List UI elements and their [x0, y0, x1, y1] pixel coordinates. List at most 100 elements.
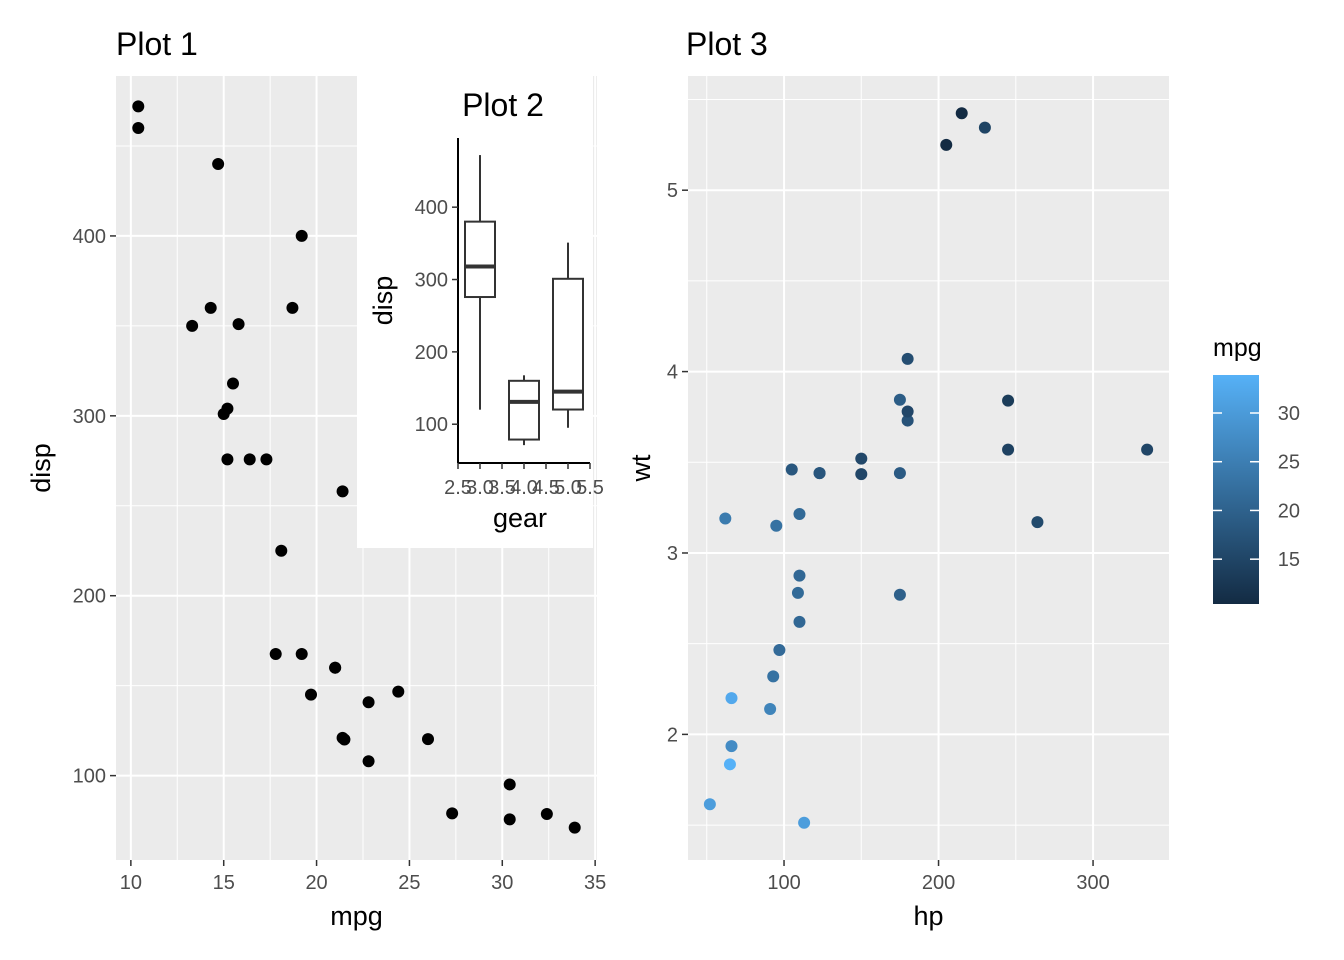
plot-3-point [793, 507, 806, 520]
plot-2-box [552, 277, 584, 411]
plot-3-point [785, 463, 798, 476]
plot-2-x-tick-label: 3.0 [466, 477, 494, 499]
plot-2-title: Plot 2 [462, 87, 544, 123]
plot-3-point [793, 569, 806, 582]
plot-3-point [893, 393, 906, 406]
plot-3-point [901, 352, 914, 365]
legend-tick-label: 30 [1278, 403, 1300, 425]
plot-1-point [503, 813, 516, 826]
plot-2-y-axis-title: disp [368, 276, 398, 326]
plot-3-point [955, 107, 968, 120]
plot-1-point [286, 301, 299, 314]
plot-1-point [503, 778, 516, 791]
plot-3-point [770, 519, 783, 532]
plot-1-point [295, 648, 308, 661]
plot-2-y-tick-label: 100 [415, 414, 448, 436]
plot-1-y-tick-label: 400 [73, 226, 106, 248]
plot-2-x-tick-label: 5.0 [554, 477, 582, 499]
plot-3-title: Plot 3 [686, 26, 768, 62]
plot-3-point [940, 138, 953, 151]
legend-title: mpg [1213, 334, 1262, 362]
legend-tick-label: 20 [1278, 500, 1300, 522]
plot-2-x-tick-label: 2.5 [444, 477, 472, 499]
plot-1-point [243, 453, 256, 466]
legend-tick-label: 25 [1278, 452, 1300, 474]
plot-3-point [855, 468, 868, 481]
plot-2-box [508, 379, 540, 441]
plot-3-y-tick-label: 4 [667, 362, 678, 384]
plot-1-point [204, 301, 217, 314]
plot-1-point [132, 100, 145, 113]
plot-3-y-tick-label: 2 [667, 724, 678, 746]
plot-3-point [703, 798, 716, 811]
plot-1-point [275, 544, 288, 557]
plot-3-point [791, 586, 804, 599]
plot-3-point [1002, 394, 1015, 407]
plot-3-point [767, 670, 780, 683]
plot-3-x-axis-title: hp [913, 901, 943, 931]
plot-3-point [901, 405, 914, 418]
plot-3-panel [688, 76, 1169, 860]
plot-1-point [329, 661, 342, 674]
plot-3-point [1002, 443, 1015, 456]
plot-3-x-tick-label: 100 [767, 872, 800, 894]
plot-3-point [725, 740, 738, 753]
plot-1-point [336, 485, 349, 498]
plot-3-point [813, 467, 826, 480]
plot-3-point [793, 615, 806, 628]
plot-1-point [227, 377, 239, 390]
plot-1-y-tick-label: 100 [73, 766, 106, 788]
plot-3-point [978, 121, 991, 134]
plot-1-point [362, 696, 375, 709]
plot-1-y-tick-label: 300 [73, 406, 106, 428]
plot-1-point [392, 685, 405, 698]
plot-3-point [1141, 443, 1154, 456]
plot-3-point [855, 452, 868, 465]
plot-3-point [725, 692, 738, 705]
plot-1-title: Plot 1 [116, 26, 198, 62]
plot-1-point [295, 229, 308, 242]
plot-3-x-tick-label: 200 [922, 872, 955, 894]
plot-1-point [446, 807, 459, 820]
plot-3-point [719, 512, 732, 525]
mpg-legend: mpg 15 20 25 30 [1213, 334, 1300, 604]
plot-1-point [260, 453, 273, 466]
legend-colorbar [1213, 375, 1259, 604]
plot-1-point [305, 688, 317, 701]
plot-1-y-axis-title: disp [26, 443, 56, 493]
plot-1-x-tick-label: 25 [398, 872, 420, 894]
plot-1-point [212, 157, 225, 170]
plot-3-point [901, 414, 914, 427]
plot-2-y-tick-label: 200 [415, 342, 448, 364]
plot-3-y-tick-label: 5 [667, 180, 678, 202]
plot-3-point [773, 644, 786, 657]
plot-3-point [893, 588, 906, 601]
plot-3-y-axis-title: wt [626, 454, 656, 482]
plot-2-x-tick-label: 4.5 [532, 477, 560, 499]
legend-tick-label: 15 [1278, 549, 1300, 571]
plot-2-inset: 100 200 300 400 2.53.03.54.04.55.05.5 Plot 2 g… [357, 76, 604, 548]
plot-3-x-tick-label: 300 [1076, 872, 1109, 894]
plot-2-y-tick-label: 300 [415, 270, 448, 292]
plot-1-x-tick-label: 35 [584, 872, 606, 894]
plot-1-point [217, 408, 230, 421]
plot-1-x-tick-label: 15 [213, 872, 235, 894]
plot-1-x-tick-label: 30 [491, 872, 513, 894]
plot-3-y-tick-label: 3 [667, 543, 678, 565]
plot-2-box [464, 220, 496, 299]
plot-1-y-tick-label: 200 [73, 586, 106, 608]
plot-2-x-tick-label: 4.0 [510, 477, 538, 499]
plot-1-x-tick-label: 20 [305, 872, 327, 894]
plot-3-point [893, 467, 906, 480]
plot-1-point [568, 821, 581, 834]
plot-1-point [232, 318, 245, 331]
plot-2-x-tick-label: 3.5 [488, 477, 516, 499]
plot-3-point [798, 816, 811, 829]
plot-3-point [1031, 516, 1044, 529]
plot-1-point [422, 733, 434, 746]
plot-1-point [540, 807, 553, 820]
plot-2-y-tick-label: 400 [415, 197, 448, 219]
plot-1-point [336, 731, 349, 744]
plot-1-point [132, 121, 145, 134]
